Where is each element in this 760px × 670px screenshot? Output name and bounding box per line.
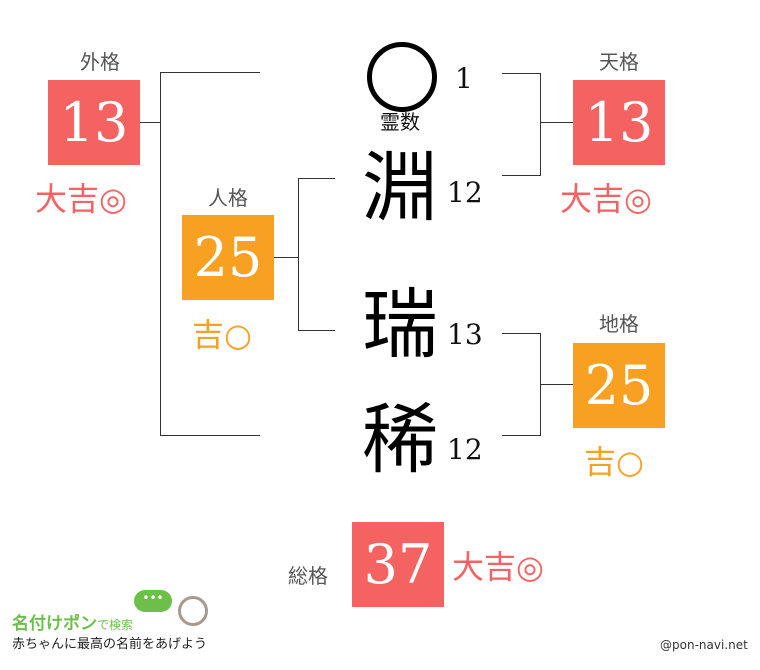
sokaku-result: 大吉◎: [452, 548, 544, 586]
bracket-line: [298, 178, 335, 179]
reisu-circle: [367, 42, 437, 112]
stroke-count: 12: [447, 433, 483, 466]
chikaku-result: 吉○: [584, 443, 644, 481]
bracket-line: [540, 384, 573, 385]
gaikaku-label: 外格: [80, 50, 120, 74]
bracket-line: [502, 435, 540, 436]
jinkaku-result: 吉○: [192, 316, 252, 354]
logo-sub: で検索: [97, 618, 134, 632]
bracket-line: [502, 73, 540, 74]
bracket-line: [540, 122, 573, 123]
speech-bubble-icon: •••: [134, 590, 172, 612]
reisu-count: 1: [455, 62, 473, 95]
sokaku-box: 37: [352, 522, 444, 607]
bracket-line: [502, 333, 540, 334]
sokaku-label: 総格: [288, 564, 328, 588]
stroke-count: 12: [447, 176, 483, 209]
bracket-line: [298, 330, 335, 331]
jinkaku-box: 25: [182, 215, 274, 300]
name-char: 稀: [362, 395, 438, 484]
tagline: 赤ちゃんに最高の名前をあげよう: [12, 637, 208, 652]
tenkaku-result: 大吉◎: [560, 180, 652, 218]
bracket-line: [502, 175, 540, 176]
bracket-line: [298, 178, 299, 331]
baby-face-icon: [178, 596, 208, 626]
jinkaku-label: 人格: [208, 186, 248, 210]
bracket-line: [160, 435, 260, 436]
logo-main: 名付けポン: [12, 614, 97, 634]
tenkaku-label: 天格: [599, 50, 639, 74]
tenkaku-box: 13: [573, 80, 665, 165]
bracket-line: [540, 73, 541, 176]
bracket-line: [160, 72, 260, 73]
gaikaku-result: 大吉◎: [35, 180, 127, 218]
bracket-line: [140, 122, 160, 123]
name-char: 淵: [362, 143, 438, 232]
bracket-line: [160, 72, 161, 436]
gaikaku-box: 13: [48, 80, 140, 165]
chikaku-label: 地格: [599, 312, 639, 336]
credit: @pon-navi.net: [660, 638, 748, 652]
logo[interactable]: ••• 名付けポンで検索 赤ちゃんに最高の名前をあげよう: [8, 588, 218, 658]
bracket-line: [274, 257, 298, 258]
reisu-label: 霊数: [380, 110, 420, 134]
name-char: 瑞: [362, 280, 438, 369]
chikaku-box: 25: [573, 343, 665, 428]
logo-text: 名付けポンで検索: [12, 609, 133, 634]
stroke-count: 13: [447, 318, 483, 351]
